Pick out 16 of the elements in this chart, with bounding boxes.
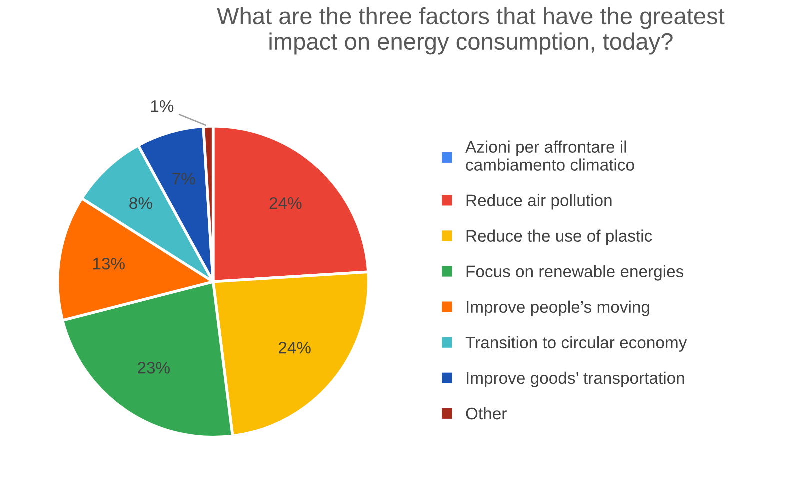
data-label: 8% bbox=[130, 197, 152, 210]
data-label: 24% bbox=[278, 342, 311, 354]
data-label: 1% bbox=[151, 100, 174, 112]
legend-label: Focus on renewable energies bbox=[466, 265, 684, 281]
data-label: 13% bbox=[93, 258, 125, 270]
data-label: 7% bbox=[172, 173, 196, 185]
data-label: 24% bbox=[270, 197, 302, 210]
legend-label: Azioni per affrontare il cambiamento climatico bbox=[466, 140, 634, 171]
data-label: 23% bbox=[138, 362, 170, 374]
chart-title: What are the three factors that have the greatest impact on energy consumption, today? bbox=[217, 7, 725, 55]
legend-label: Reduce the use of plastic bbox=[466, 230, 652, 246]
legend-label: Other bbox=[466, 407, 507, 420]
legend-label: Reduce air pollution bbox=[466, 194, 612, 210]
legend-label: Improve goods’ transportation bbox=[467, 372, 684, 388]
legend-label: Improve people’s moving bbox=[467, 300, 650, 316]
legend-label: Transition to circular economy bbox=[466, 336, 688, 352]
